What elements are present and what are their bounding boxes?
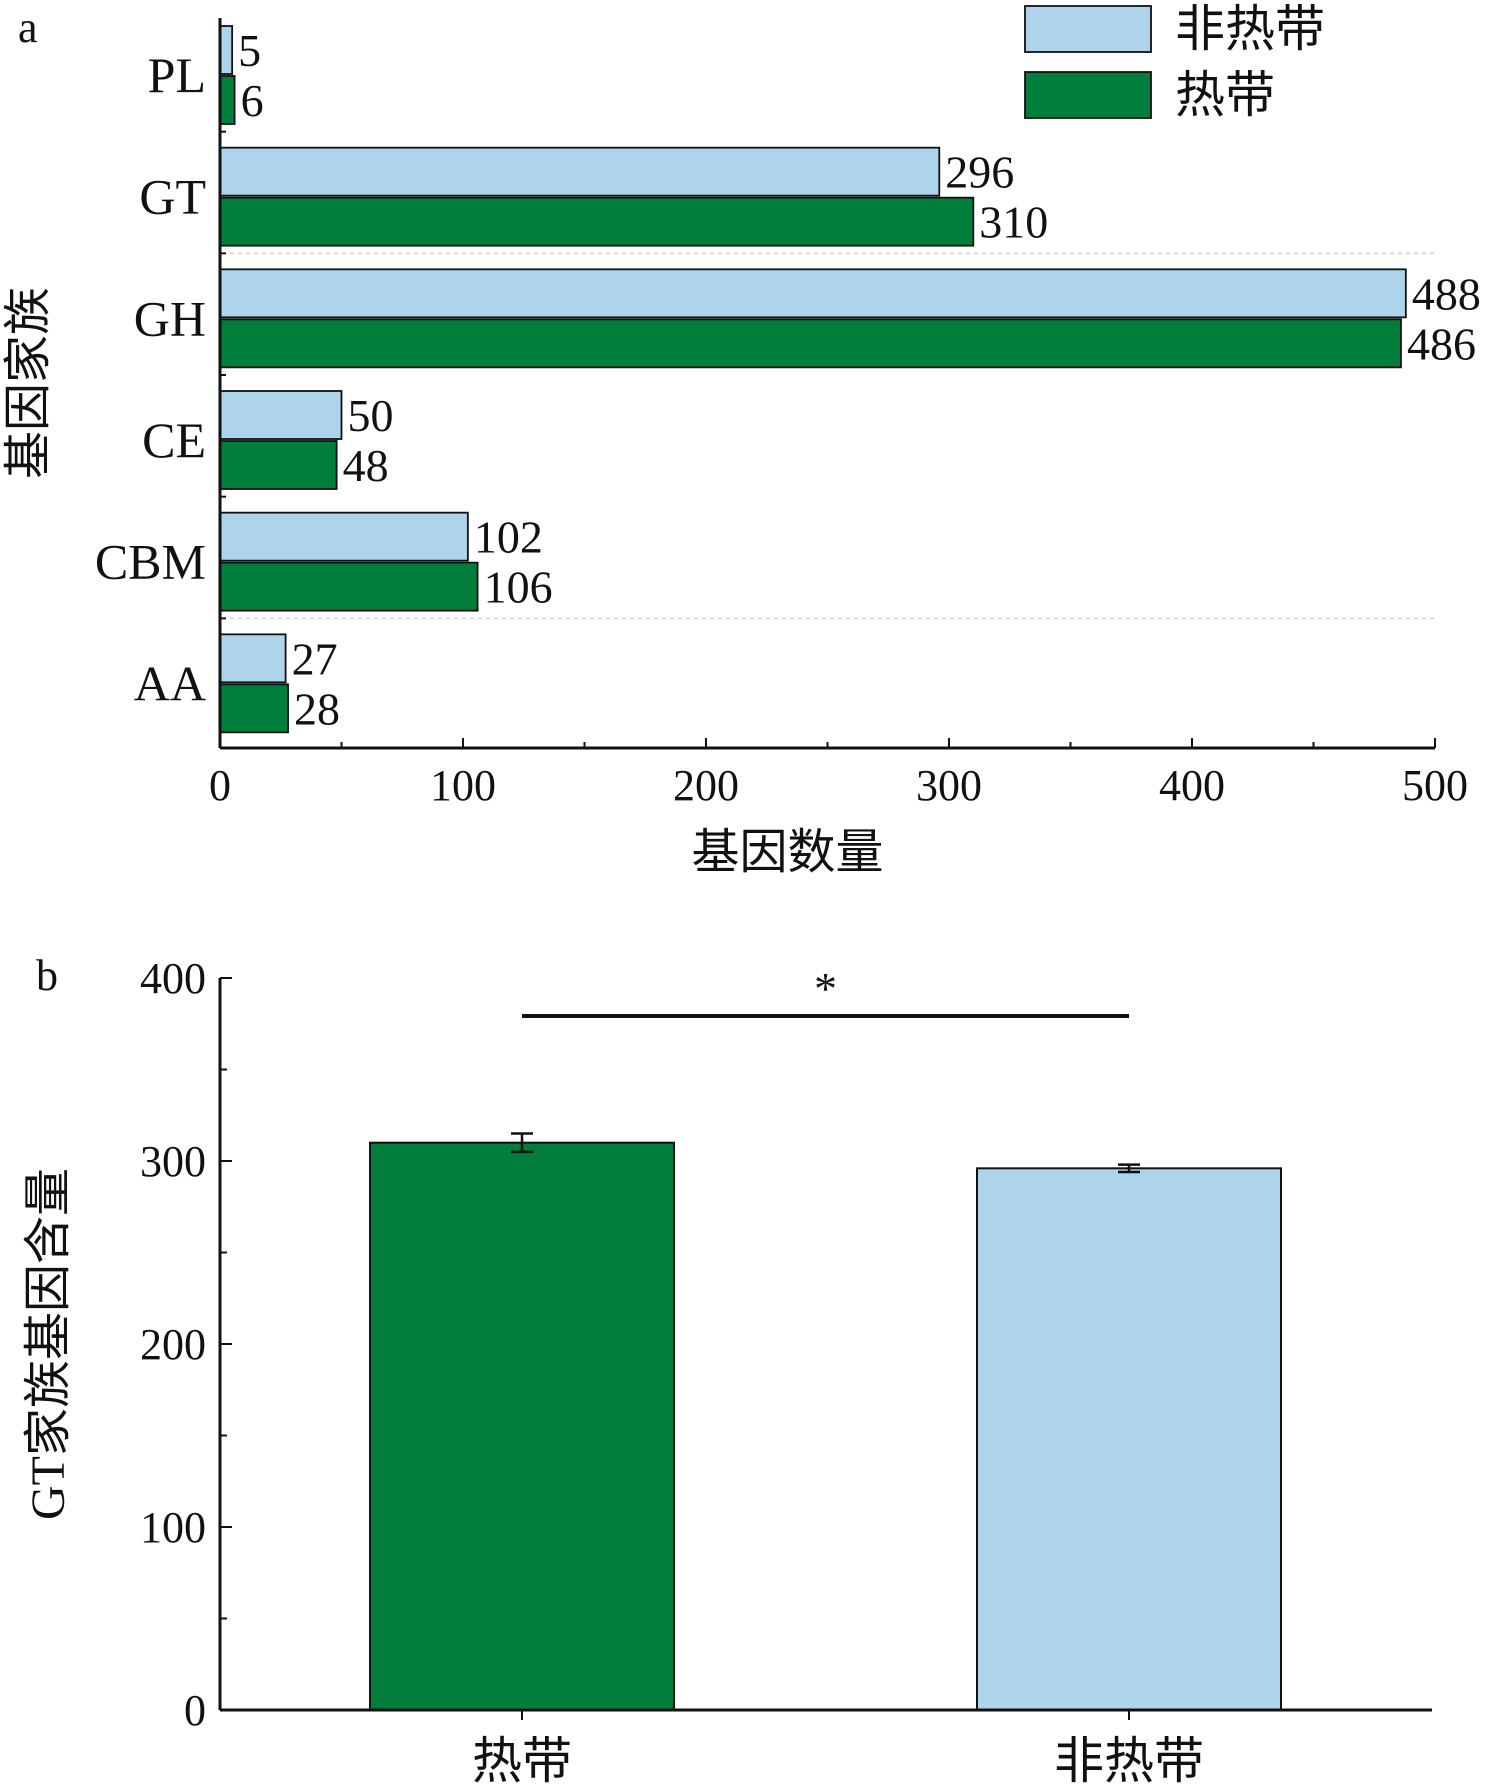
y-tick-label: 100 bbox=[140, 1503, 206, 1552]
category-label-gt: GT bbox=[139, 169, 206, 225]
bar-gt-series-0 bbox=[219, 146, 941, 197]
y-axis-title: 基因家族 bbox=[2, 287, 55, 479]
bar-pl-series-0 bbox=[219, 25, 234, 75]
bar-cbm-series-0 bbox=[219, 511, 469, 562]
value-label-gh-series-0: 488 bbox=[1412, 268, 1481, 319]
bar-ce-series-1 bbox=[219, 440, 338, 490]
bar-aa-series-0 bbox=[219, 633, 287, 684]
x-tick-label: 0 bbox=[209, 761, 231, 810]
bar-ce-series-0 bbox=[219, 390, 343, 440]
category-label-cbm: CBM bbox=[95, 534, 206, 590]
significance-asterisk: * bbox=[814, 963, 837, 1014]
value-label-aa-series-0: 27 bbox=[292, 633, 338, 684]
x-tick-label: 500 bbox=[1402, 761, 1468, 810]
value-label-pl-series-0: 5 bbox=[238, 25, 261, 76]
value-label-cbm-series-1: 106 bbox=[484, 562, 553, 613]
x-category-label-non-tropical: 非热带 bbox=[1054, 1733, 1204, 1786]
x-tick-label: 300 bbox=[916, 761, 982, 810]
bar-non-tropical bbox=[976, 1167, 1282, 1711]
bar-aa-series-1 bbox=[219, 683, 289, 734]
bar-gh-series-1 bbox=[219, 318, 1402, 369]
y-tick-label: 0 bbox=[184, 1686, 206, 1735]
y-tick-label: 300 bbox=[140, 1137, 206, 1186]
bar-tropical bbox=[369, 1141, 675, 1711]
value-label-cbm-series-0: 102 bbox=[474, 512, 543, 563]
value-label-gt-series-1: 310 bbox=[979, 197, 1048, 248]
value-label-ce-series-0: 50 bbox=[348, 390, 394, 441]
bar-pl-series-1 bbox=[219, 75, 236, 125]
value-label-gh-series-1: 486 bbox=[1407, 318, 1476, 369]
x-axis-title: 基因数量 bbox=[691, 826, 883, 879]
legend-label-series-0: 非热带 bbox=[1175, 1, 1325, 57]
category-label-ce: CE bbox=[142, 412, 206, 468]
legend-swatch-series-0 bbox=[1024, 5, 1152, 53]
value-label-ce-series-1: 48 bbox=[343, 440, 389, 491]
bar-cbm-series-1 bbox=[219, 561, 479, 612]
panel-b-bar-chart: 热带 非热带 0 100 200 300 400 GT家族基因含量 * bbox=[22, 954, 1432, 1786]
x-category-label-tropical: 热带 bbox=[472, 1733, 572, 1786]
y-tick-label: 200 bbox=[140, 1320, 206, 1369]
value-label-gt-series-0: 296 bbox=[945, 147, 1014, 198]
x-tick-label: 100 bbox=[430, 761, 496, 810]
legend-label-series-1: 热带 bbox=[1175, 67, 1275, 123]
bar-gh-series-0 bbox=[219, 268, 1407, 319]
y-axis-title: GT家族基因含量 bbox=[22, 1168, 75, 1520]
category-label-aa: AA bbox=[134, 655, 206, 711]
category-label-pl: PL bbox=[148, 47, 206, 103]
value-label-pl-series-1: 6 bbox=[241, 75, 264, 126]
value-label-aa-series-1: 28 bbox=[294, 683, 340, 734]
y-tick-label: 400 bbox=[140, 954, 206, 1003]
category-label-gh: GH bbox=[134, 290, 206, 346]
panel-a-label: a bbox=[18, 3, 38, 52]
legend-swatch-series-1 bbox=[1024, 71, 1152, 119]
x-tick-label: 400 bbox=[1159, 761, 1225, 810]
bar-gt-series-1 bbox=[219, 196, 975, 247]
x-tick-label: 200 bbox=[673, 761, 739, 810]
panel-b-label: b bbox=[36, 951, 58, 1000]
